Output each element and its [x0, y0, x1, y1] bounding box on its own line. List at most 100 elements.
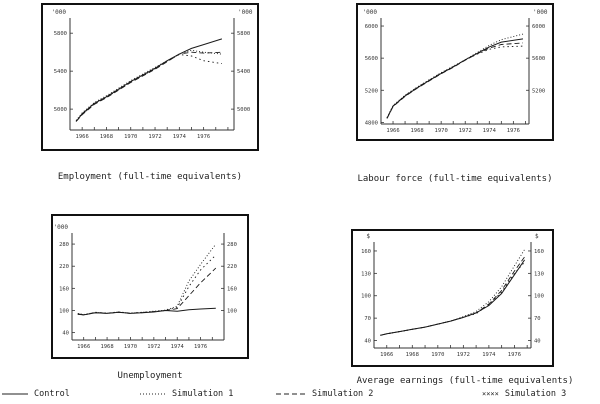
y-tick-label-left: 160	[59, 286, 69, 292]
y-tick-label-left: 160	[361, 249, 371, 255]
x-tick-label: 1974	[482, 352, 496, 358]
y-tick-label-right: 70	[534, 316, 541, 322]
y-tick-label-right: 130	[534, 271, 544, 277]
legend-item-control: Control	[2, 389, 70, 399]
series-line-cross	[75, 54, 222, 122]
labour-force-caption: Labour force (full-time equivalents)	[357, 174, 553, 184]
series-line-dotted	[75, 49, 222, 121]
legend-swatch-sim3: ××××	[482, 390, 499, 398]
y-tick-label-left: 5200	[365, 88, 378, 94]
x-tick-label: 1966	[77, 344, 90, 350]
y-tick-label-right: 5200	[532, 88, 545, 94]
chart-frame	[41, 3, 259, 151]
legend-swatch-control	[2, 393, 28, 395]
labour-force-plot: '000 '000 4800 5200 5600 6000 5200 5600 6000 1966…	[356, 3, 554, 141]
x-tick-label: 1970	[431, 352, 444, 358]
legend-item-sim1: Simulation 1	[140, 389, 233, 399]
y-tick-label-left: 100	[59, 308, 69, 314]
y-tick-label-left: 130	[361, 271, 371, 277]
y-tick-label-right: 100	[534, 294, 544, 300]
y-tick-label-left: 5600	[365, 56, 378, 62]
legend-swatch-sim2	[276, 393, 306, 395]
x-tick-label: 1976	[194, 344, 207, 350]
y-tick-label-left: 280	[59, 242, 69, 248]
y-tick-label-left: 40	[364, 339, 371, 345]
legend-item-sim3: ×××× Simulation 3	[482, 389, 566, 399]
series-line-dotted	[380, 249, 525, 336]
y-tick-label-left: 70	[364, 316, 371, 322]
series-line-dashed	[77, 267, 217, 316]
x-tick-label: 1976	[197, 134, 210, 140]
unit-label-left: '000	[54, 224, 69, 231]
legend: Control Simulation 1 Simulation 2 ×××× S…	[0, 389, 600, 403]
series-line-solid	[386, 38, 524, 119]
unit-label-right: $	[535, 233, 539, 240]
x-tick-label: 1968	[100, 344, 113, 350]
x-tick-label: 1970	[124, 344, 137, 350]
chart-frame	[351, 229, 554, 367]
y-tick-label-left: 100	[361, 294, 371, 300]
series-line-cross	[380, 261, 525, 336]
x-tick-label: 1974	[171, 344, 185, 350]
x-tick-label: 1976	[507, 128, 520, 134]
y-tick-label-left: 220	[59, 264, 69, 270]
unit-label-left: $	[366, 233, 370, 240]
employment-caption: Employment (full-time equivalents)	[57, 172, 243, 182]
labour-force-chart: '000 '000 4800 5200 5600 6000 5200 5600 6000 1966…	[355, 2, 555, 142]
unit-label-left: '000	[363, 9, 378, 16]
x-tick-label: 1970	[435, 128, 448, 134]
x-tick-label: 1972	[148, 134, 161, 140]
y-tick-label-left: 5000	[54, 107, 67, 113]
x-tick-label: 1976	[508, 352, 521, 358]
average-earnings-caption: Average earnings (full-time equivalents)	[356, 376, 574, 386]
series-line-solid	[380, 259, 526, 336]
legend-label-sim2: Simulation 2	[312, 389, 374, 399]
series-line-dashed	[75, 51, 222, 122]
legend-swatch-sim1	[140, 393, 166, 395]
x-tick-label: 1972	[457, 352, 470, 358]
x-tick-label: 1974	[483, 128, 497, 134]
series-line-cross	[77, 254, 217, 316]
series-line-cross	[386, 45, 524, 119]
unit-label-left: '000	[52, 9, 67, 16]
unit-label-right: '000	[533, 9, 548, 16]
x-tick-label: 1970	[124, 134, 137, 140]
y-tick-label-right: 160	[534, 249, 544, 255]
x-tick-label: 1968	[406, 352, 419, 358]
x-tick-label: 1966	[386, 128, 399, 134]
y-tick-label-right: 100	[227, 308, 237, 314]
employment-plot: '000 '000 5000 5400 5800 5000 5400 5800 1966 1968…	[41, 3, 259, 151]
chart-frame	[51, 214, 249, 359]
series-line-dashed	[386, 42, 524, 119]
legend-label-sim1: Simulation 1	[172, 389, 234, 399]
x-tick-label: 1974	[173, 134, 187, 140]
y-tick-label-left: 40	[62, 331, 69, 337]
legend-label-sim3: Simulation 3	[504, 389, 567, 399]
series-line-dotted	[77, 243, 217, 315]
y-tick-label-right: 5400	[237, 69, 250, 75]
y-tick-label-left: 4800	[365, 120, 378, 126]
y-tick-label-right: 160	[227, 286, 237, 292]
y-tick-label-right: 5600	[532, 56, 545, 62]
x-tick-label: 1966	[76, 134, 89, 140]
chart-frame	[356, 3, 554, 141]
employment-chart: '000 '000 5000 5400 5800 5000 5400 5800 1966 1968…	[40, 2, 260, 152]
unemployment-chart: '000 40 100 160 220 280 100 160 220 280 1966 1968 19…	[50, 213, 250, 360]
y-tick-label-right: 220	[227, 264, 237, 270]
average-earnings-plot: $ $40 70 100 130 160 40 70 100 130 160 1966 1968 1970…	[351, 229, 554, 367]
legend-item-sim2: Simulation 2	[276, 389, 373, 399]
x-tick-label: 1972	[147, 344, 160, 350]
x-tick-label: 1966	[380, 352, 393, 358]
x-tick-label: 1968	[100, 134, 113, 140]
y-tick-label-left: 5400	[54, 69, 67, 75]
x-tick-label: 1972	[459, 128, 472, 134]
y-tick-label-left: 6000	[365, 24, 378, 30]
y-tick-label-right: 6000	[532, 24, 545, 30]
series-line-dotted	[386, 33, 524, 118]
series-line-dashed	[380, 256, 525, 336]
unit-label-right: '000	[238, 9, 253, 16]
y-tick-label-right: 5000	[237, 107, 250, 113]
average-earnings-chart: $ $40 70 100 130 160 40 70 100 130 160 1966 1968 1970…	[350, 228, 555, 368]
legend-label-control: Control	[34, 389, 70, 399]
unemployment-plot: '000 40 100 160 220 280 100 160 220 280 1966 1968 19…	[51, 214, 249, 359]
